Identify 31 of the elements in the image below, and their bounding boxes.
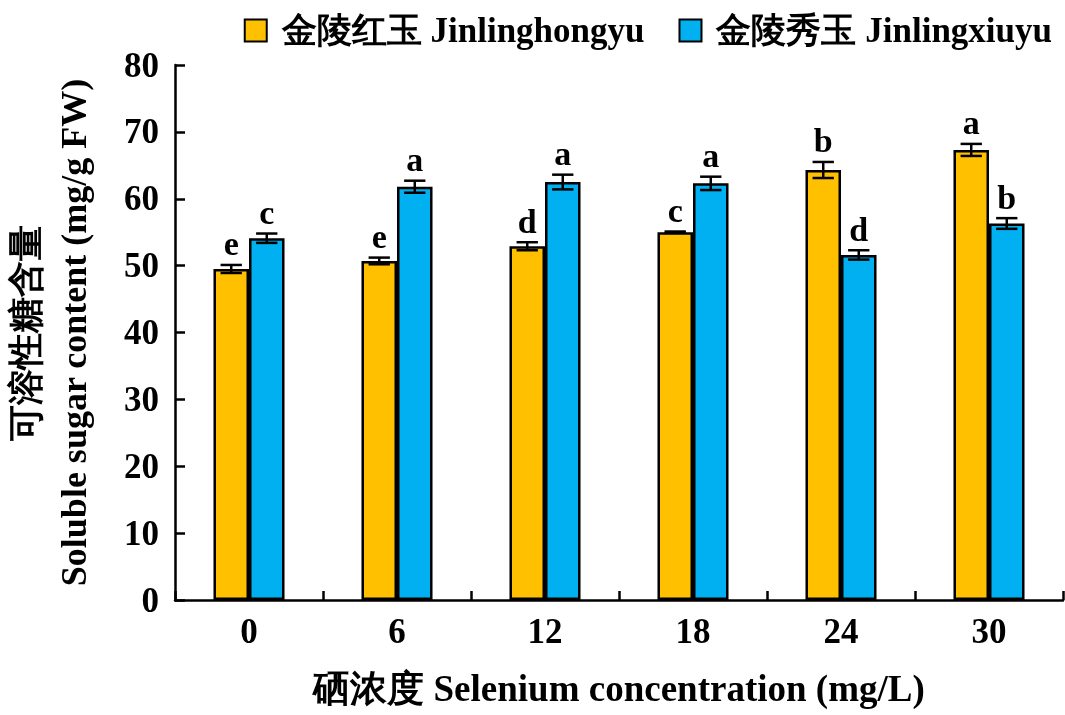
y-tick-label: 10 — [124, 513, 159, 553]
y-tick-label: 30 — [124, 379, 159, 419]
y-tick-label: 80 — [124, 45, 159, 85]
x-tick-label: 0 — [240, 612, 258, 651]
x-tick-label: 18 — [675, 612, 711, 651]
y-tick-label: 70 — [124, 112, 159, 152]
data-label: e — [223, 225, 239, 263]
data-label: d — [849, 210, 869, 248]
y-tick-label: 50 — [124, 246, 159, 286]
y-tick-label: 60 — [124, 179, 159, 219]
data-label: c — [667, 192, 683, 230]
x-tick-label: 30 — [971, 612, 1007, 651]
x-tick-label: 24 — [823, 612, 859, 651]
legend-label: 金陵秀玉 Jinlingxiuyu — [715, 11, 1053, 50]
data-label: a — [406, 141, 424, 179]
y-axis-title: 可溶性糖含量 Soluble sugar content (mg/g FW) — [6, 78, 94, 587]
data-label: b — [813, 122, 833, 160]
data-label: e — [371, 218, 387, 256]
data-label: a — [554, 135, 572, 173]
x-tick-label: 6 — [388, 612, 406, 651]
data-label: c — [259, 194, 275, 232]
y-tick-label: 20 — [124, 446, 159, 486]
x-axis-title: 硒浓度 Selenium concentration (mg/L) — [311, 668, 925, 710]
data-label: b — [997, 178, 1017, 216]
data-label: d — [517, 202, 537, 240]
y-tick-label: 40 — [124, 313, 159, 352]
data-label: a — [962, 104, 980, 142]
x-tick-label: 12 — [527, 612, 563, 651]
legend-label: 金陵红玉 Jinlinghongyu — [280, 11, 645, 50]
y-tick-label: 0 — [141, 580, 159, 620]
data-label: a — [702, 137, 720, 175]
